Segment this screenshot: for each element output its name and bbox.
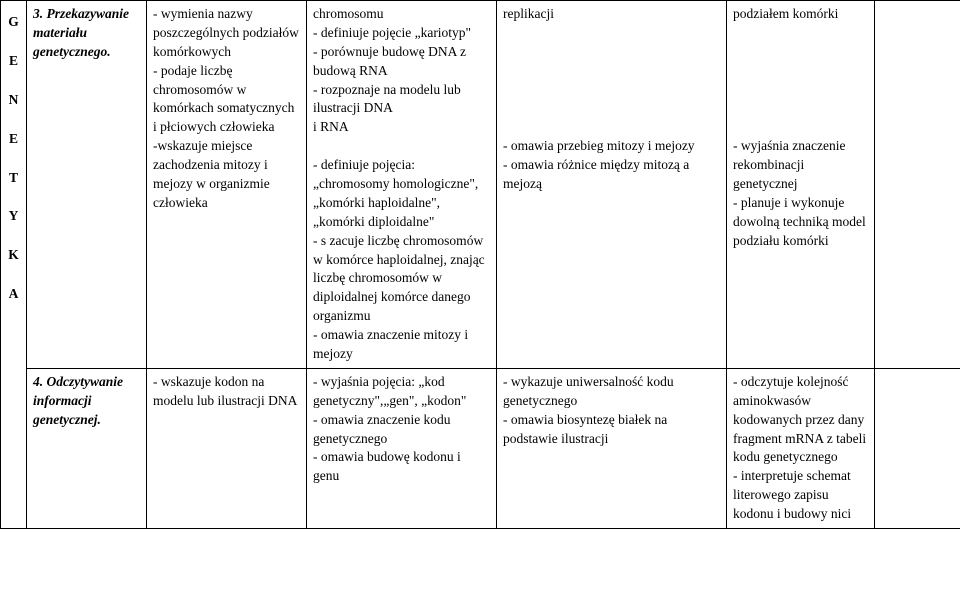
letter: E bbox=[7, 52, 20, 71]
level-b-cell: - wyjaśnia pojęcia: „kod genetyczny",„ge… bbox=[307, 368, 497, 528]
level-c-cell: - wykazuje uniwersalność kodu genetyczne… bbox=[497, 368, 727, 528]
topic-cell: 3. Przekazywanie materiału genetycznego. bbox=[27, 1, 147, 369]
level-c-cell: replikacji - omawia przebieg mitozy i me… bbox=[497, 1, 727, 369]
letter: N bbox=[7, 91, 20, 110]
letter: T bbox=[7, 169, 20, 188]
level-a-cell: - wskazuje kodon na modelu lub ilustracj… bbox=[147, 368, 307, 528]
level-e-cell bbox=[875, 368, 960, 528]
table-row: G E N E T Y K A 3. Przekazywanie materia… bbox=[1, 1, 960, 369]
letter: E bbox=[7, 130, 20, 149]
level-b-cell: chromosomu - definiuje pojęcie „kariotyp… bbox=[307, 1, 497, 369]
requirements-table: G E N E T Y K A 3. Przekazywanie materia… bbox=[0, 0, 960, 529]
level-e-cell bbox=[875, 1, 960, 369]
level-a-cell: - wymienia nazwy poszczególnych podziałó… bbox=[147, 1, 307, 369]
level-d-cell: podziałem komórki - wyjaśnia znaczenie r… bbox=[727, 1, 875, 369]
letter: A bbox=[7, 285, 20, 304]
table-row: 4. Odczytywanie informacji genetycznej. … bbox=[1, 368, 960, 528]
letter: K bbox=[7, 246, 20, 265]
topic-cell: 4. Odczytywanie informacji genetycznej. bbox=[27, 368, 147, 528]
letter: Y bbox=[7, 207, 20, 226]
side-letters-cell: G E N E T Y K A bbox=[1, 1, 27, 529]
letter: G bbox=[7, 13, 20, 32]
level-d-cell: - odczytuje kolejność aminokwasów kodowa… bbox=[727, 368, 875, 528]
